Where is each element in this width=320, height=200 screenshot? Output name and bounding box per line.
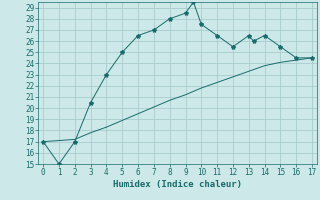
X-axis label: Humidex (Indice chaleur): Humidex (Indice chaleur)	[113, 180, 242, 189]
